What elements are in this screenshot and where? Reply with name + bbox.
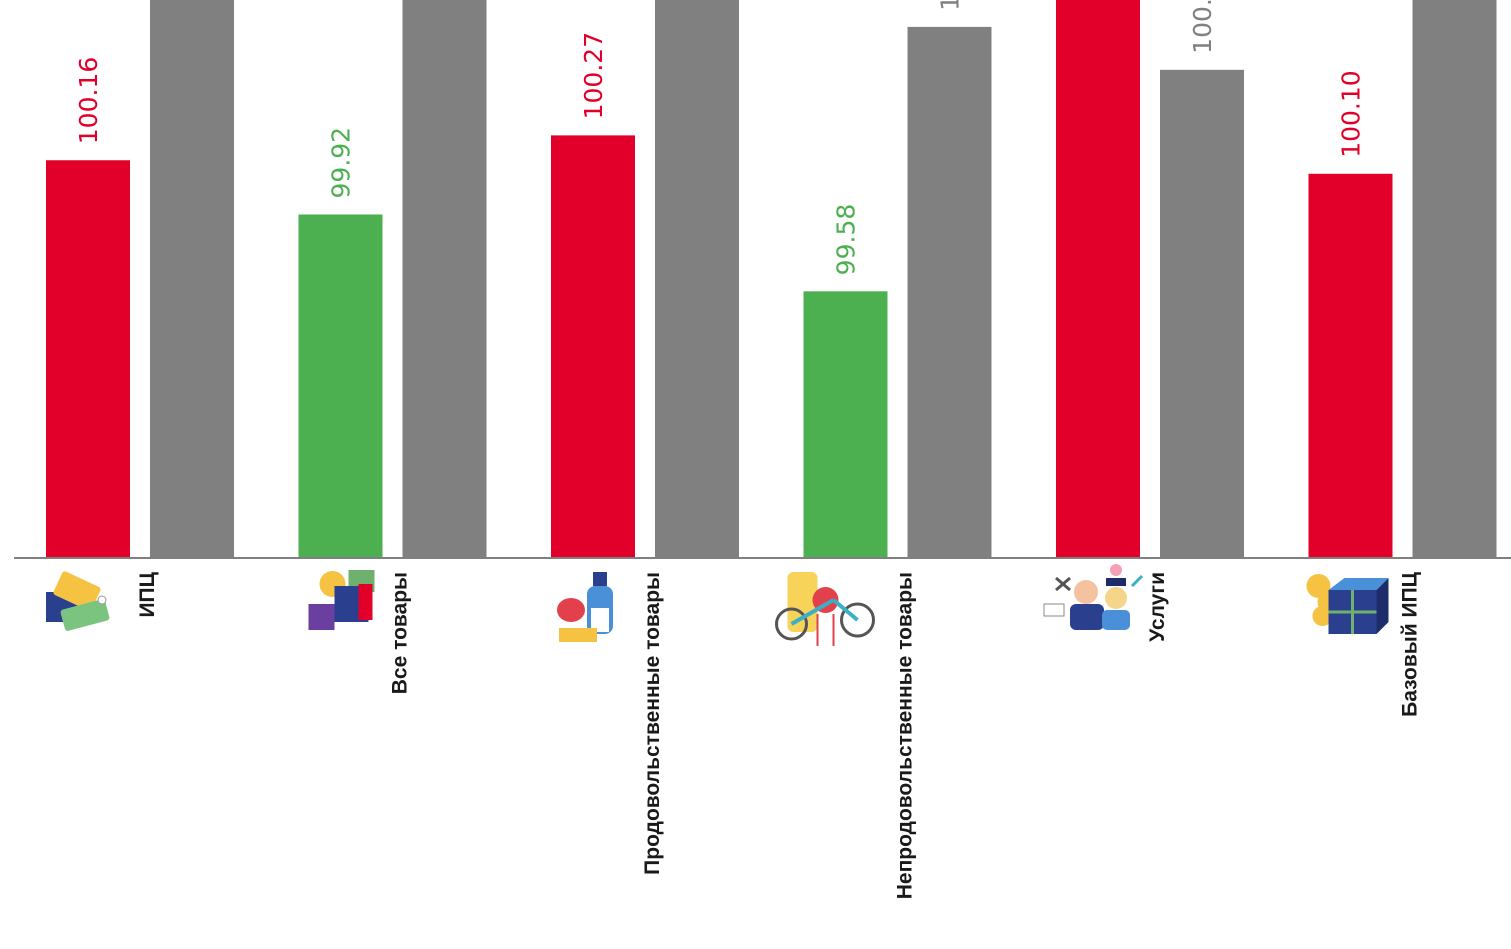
bar-2-1 [150, 0, 234, 558]
price-tags-icon [46, 571, 110, 631]
value-label-1-4: 99.58 [832, 204, 861, 276]
service-workers-icon [1043, 564, 1144, 630]
category-label-5: Услуги [1146, 572, 1169, 642]
category-label-6: Базовый ИПЦ [1399, 571, 1422, 717]
bar-1-5 [1056, 0, 1140, 558]
bars-layer [46, 0, 1497, 559]
bar-1-6 [1308, 173, 1393, 559]
groceries-icon [557, 572, 613, 642]
clothes-bicycle-chair-icon [775, 572, 875, 646]
value-label-1-3: 100.27 [579, 32, 608, 119]
value-label-2-5: 100.56 [1188, 0, 1217, 54]
value-label-1-6: 100.10 [1337, 70, 1366, 157]
category-label-2: Все товары [389, 572, 412, 694]
value-labels-layer: 100.16101.2799.92101.49100.27102.2299.58… [74, 0, 1366, 276]
category-label-4: Непродовольственные товары [894, 572, 917, 899]
category-label-3: Продовольственные товары [641, 572, 664, 875]
value-label-2-4: 100.75 [936, 0, 965, 11]
gift-boxes-icon [308, 570, 375, 630]
category-labels-layer: ИПЦ Все товары Продовольственные товары Неп… [136, 571, 1422, 899]
bar-2-6 [1412, 0, 1497, 559]
category-label-1: ИПЦ [136, 571, 159, 617]
bar-2-2 [402, 0, 487, 558]
bar-2-4 [907, 26, 992, 558]
bar-1-2 [298, 214, 383, 559]
coins-box-icon [1306, 574, 1389, 634]
bar-1-1 [46, 160, 130, 559]
value-label-1-2: 99.92 [327, 127, 356, 199]
bar-1-4 [803, 291, 888, 558]
bar-2-3 [655, 0, 739, 558]
value-label-1-1: 100.16 [74, 57, 103, 144]
bar-1-3 [551, 135, 635, 558]
bar-2-5 [1160, 69, 1244, 558]
category-icons-layer [46, 564, 1389, 646]
